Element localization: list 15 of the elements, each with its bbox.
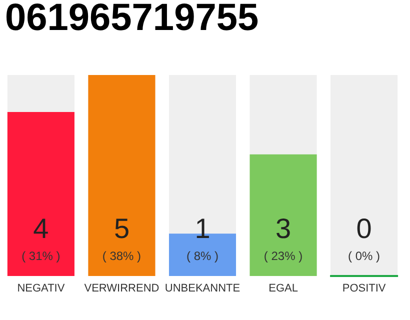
x-tick-label: NEGATIV (17, 282, 66, 294)
x-tick-label: EGAL (268, 282, 298, 294)
data-label: ( 23% ) (264, 249, 303, 263)
x-tick-label: VERWIRREND (84, 282, 160, 294)
annotation: 0 (356, 213, 372, 244)
x-tick-label: POSITIV (342, 282, 386, 294)
annotation: 4 (33, 213, 49, 244)
data-label: ( 8% ) (186, 249, 219, 263)
chart-title: 061965719755 (5, 0, 259, 39)
x-tick-label: UNBEKANNTE (164, 282, 240, 294)
annotation: 5 (114, 213, 130, 244)
data-label: ( 31% ) (22, 249, 60, 263)
data-label: ( 0% ) (348, 249, 380, 263)
data-label: ( 38% ) (102, 249, 142, 263)
annotation: 3 (275, 213, 292, 244)
